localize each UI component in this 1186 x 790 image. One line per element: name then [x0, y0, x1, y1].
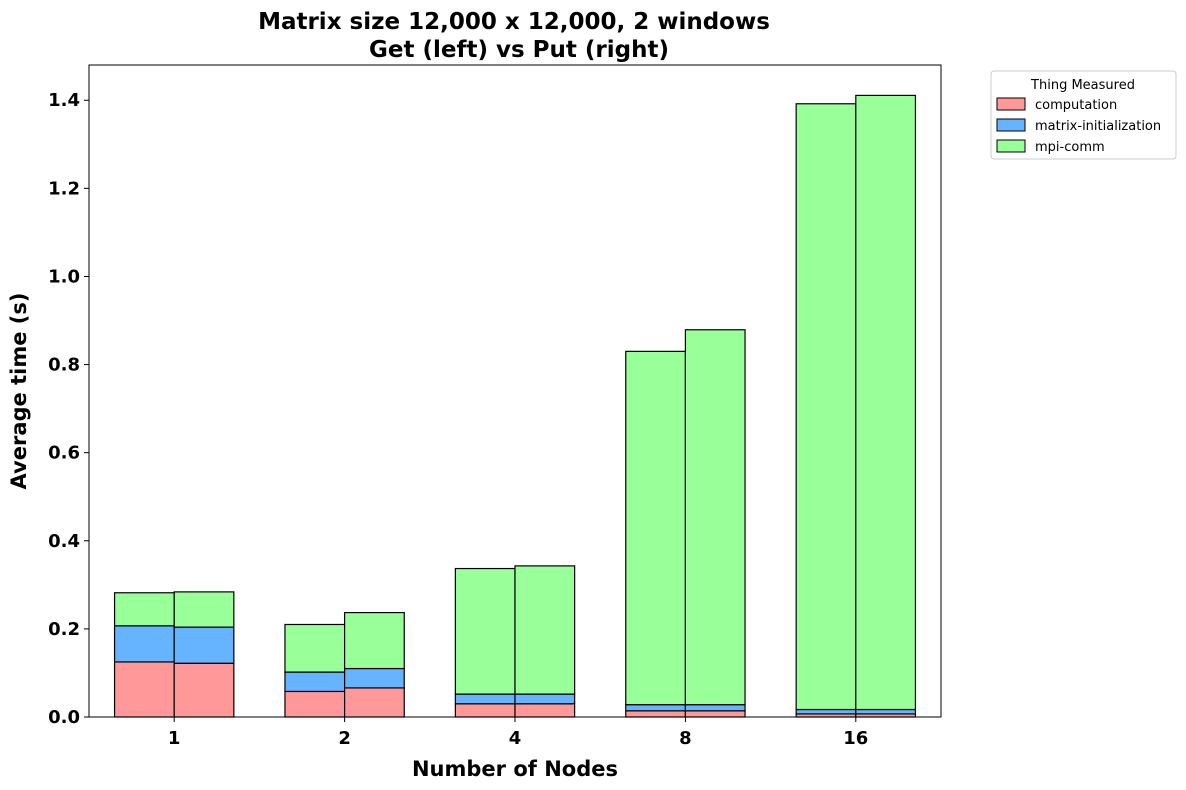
legend: Thing Measured computation matrix-initial…: [990, 70, 1177, 160]
bars-layer: [113, 94, 917, 718]
bar-mpi-comm-put-4: [514, 565, 576, 695]
bar-mpi-comm-get-8: [625, 350, 687, 706]
legend-box: [990, 70, 1177, 160]
x-tick-label: 1: [168, 728, 181, 749]
y-tick-label: 0.8: [48, 355, 80, 376]
bar-mpi-comm-put-1: [173, 591, 235, 628]
bar-matrix-initialization-get-1: [113, 625, 175, 663]
y-tick-label: 1.4: [48, 90, 80, 111]
bar-matrix-initialization-get-16: [795, 708, 857, 715]
bar-computation-put-4: [514, 703, 576, 718]
y-tick-label: 0.0: [48, 707, 80, 728]
bar-mpi-comm-get-4: [454, 567, 516, 695]
bar-matrix-initialization-get-8: [625, 704, 687, 712]
bar-computation-put-8: [684, 710, 746, 718]
y-tick-label: 1.2: [48, 178, 80, 199]
x-tick-label: 4: [509, 728, 522, 749]
bar-matrix-initialization-get-2: [284, 671, 346, 693]
chart-subtitle: Get (left) vs Put (right): [369, 37, 669, 63]
legend-label-mpi-comm: mpi-comm: [1035, 140, 1105, 155]
legend-items: computation matrix-initialization mpi-comm: [996, 97, 1161, 155]
bar-mpi-comm-put-8: [684, 329, 746, 706]
legend-label-computation: computation: [1035, 98, 1117, 113]
y-axis-label: Average time (s): [7, 293, 31, 490]
y-tick-label: 0.6: [48, 443, 80, 464]
y-tick-label: 1.0: [48, 266, 80, 287]
x-tick-label: 8: [679, 728, 692, 749]
legend-title: Thing Measured: [1030, 78, 1135, 93]
legend-swatch-matrix-initialization: [996, 118, 1026, 132]
bar-matrix-initialization-get-4: [454, 693, 516, 705]
bar-computation-put-2: [344, 687, 405, 718]
bar-matrix-initialization-put-2: [344, 667, 405, 689]
x-tick-label: 16: [843, 728, 868, 749]
legend-label-matrix-initialization: matrix-initialization: [1035, 119, 1161, 134]
plot-frame: [88, 64, 942, 718]
bar-computation-get-4: [454, 703, 516, 718]
bar-mpi-comm-put-16: [855, 94, 917, 711]
y-tick-label: 0.4: [48, 531, 80, 552]
x-axis: 1 2 4 8 16: [168, 717, 868, 749]
bar-matrix-initialization-put-16: [855, 708, 917, 715]
bar-computation-get-1: [113, 661, 175, 718]
bar-matrix-initialization-put-4: [514, 693, 576, 705]
legend-swatch-computation: [996, 97, 1026, 111]
bar-computation-get-8: [625, 710, 687, 718]
chart-title: Matrix size 12,000 x 12,000, 2 windows: [258, 9, 770, 35]
bar-matrix-initialization-put-8: [684, 704, 746, 712]
bar-matrix-initialization-put-1: [173, 626, 235, 664]
bar-mpi-comm-get-16: [795, 103, 857, 711]
bar-mpi-comm-get-2: [284, 623, 346, 673]
bar-mpi-comm-put-2: [344, 611, 405, 670]
bar-mpi-comm-get-1: [113, 592, 175, 627]
x-tick-label: 2: [338, 728, 351, 749]
y-tick-label: 0.2: [48, 619, 80, 640]
bar-computation-get-2: [284, 690, 346, 718]
legend-swatch-mpi-comm: [996, 139, 1026, 153]
x-axis-label: Number of Nodes: [412, 757, 618, 781]
bar-computation-put-1: [173, 662, 235, 718]
y-axis: 0.0 0.2 0.4 0.6 0.8 1.0 1.2 1.4: [48, 90, 89, 728]
